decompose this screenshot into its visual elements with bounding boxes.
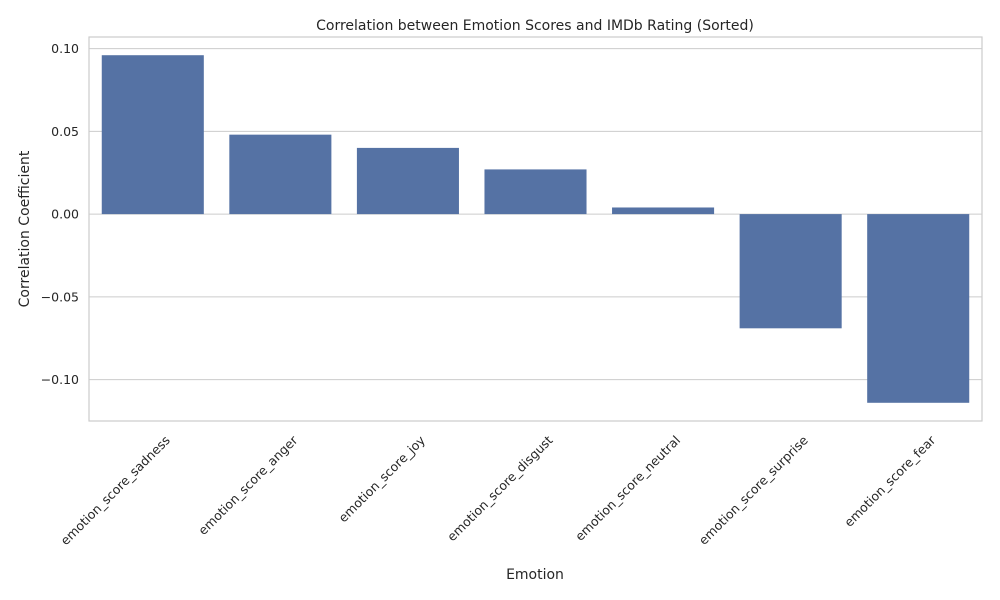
x-tick-label: emotion_score_neutral <box>572 433 683 544</box>
x-tick-label: emotion_score_anger <box>195 432 301 538</box>
x-tick-label: emotion_score_fear <box>841 432 939 530</box>
y-tick-label: 0.00 <box>51 207 79 222</box>
bar <box>484 169 587 215</box>
bar <box>739 214 842 329</box>
bar <box>101 55 204 215</box>
bar <box>612 207 715 215</box>
x-tick-label: emotion_score_joy <box>335 432 428 525</box>
bar <box>229 134 332 215</box>
y-tick-label: −0.05 <box>41 289 79 304</box>
bar <box>356 147 459 215</box>
x-axis-label: Emotion <box>506 567 564 583</box>
chart-title: Correlation between Emotion Scores and I… <box>316 18 754 34</box>
bar-layer <box>101 55 970 403</box>
x-tick-labels: emotion_score_sadness emotion_score_anger… <box>57 432 939 548</box>
y-tick-label: −0.10 <box>41 372 79 387</box>
y-axis-label: Correlation Coefficient <box>17 150 33 307</box>
bar <box>867 214 970 403</box>
x-tick-label: emotion_score_surprise <box>696 432 811 547</box>
plot-frame <box>88 36 983 422</box>
y-tick-labels: 0.10 0.05 0.00 −0.05 −0.10 <box>41 41 79 387</box>
grid-layer <box>89 48 982 381</box>
x-tick-label: emotion_score_disgust <box>444 432 556 544</box>
y-tick-label: 0.05 <box>51 124 79 139</box>
y-tick-label: 0.10 <box>51 41 79 56</box>
x-tick-label: emotion_score_sadness <box>57 433 172 548</box>
